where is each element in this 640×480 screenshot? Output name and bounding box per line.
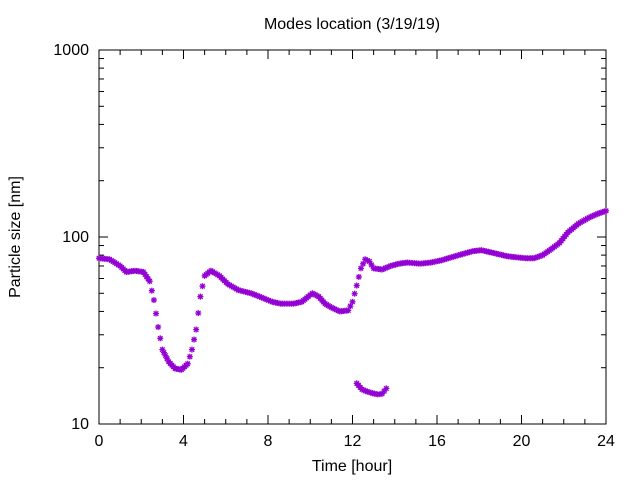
data-points — [96, 207, 609, 398]
data-point — [193, 326, 200, 333]
data-point — [360, 260, 367, 267]
data-point — [351, 290, 358, 297]
data-point — [197, 293, 204, 300]
data-point — [188, 346, 195, 353]
data-point — [184, 360, 191, 367]
x-tick-label: 8 — [264, 433, 273, 450]
data-point — [349, 298, 356, 305]
y-tick-label: 10 — [71, 416, 89, 433]
data-point — [164, 355, 171, 362]
data-point — [157, 335, 164, 342]
data-point — [191, 336, 198, 343]
x-axis-label: Time [hour] — [312, 458, 392, 475]
y-tick-label: 1000 — [53, 42, 89, 59]
data-point — [383, 385, 390, 392]
data-point — [195, 310, 202, 317]
x-tick-label: 24 — [597, 433, 615, 450]
y-tick-label: 100 — [62, 229, 89, 246]
data-point — [355, 273, 362, 280]
x-tick-label: 12 — [344, 433, 362, 450]
x-tick-label: 4 — [179, 433, 188, 450]
y-ticks: 10 100 1000 — [53, 42, 606, 433]
chart-title: Modes location (3/19/19) — [264, 16, 440, 33]
data-point — [150, 297, 157, 304]
data-point — [186, 353, 193, 360]
data-point — [155, 324, 162, 331]
data-point — [153, 310, 160, 317]
data-point — [199, 283, 206, 290]
x-tick-label: 20 — [513, 433, 531, 450]
data-point — [148, 287, 155, 294]
data-point — [146, 278, 153, 285]
x-ticks: 0 4 8 12 16 20 24 — [95, 50, 615, 450]
x-tick-label: 0 — [95, 433, 104, 450]
x-tick-label: 16 — [428, 433, 446, 450]
data-point — [353, 282, 360, 289]
data-point — [603, 207, 609, 214]
data-point — [357, 265, 364, 272]
y-axis-label: Particle size [nm] — [7, 176, 24, 298]
